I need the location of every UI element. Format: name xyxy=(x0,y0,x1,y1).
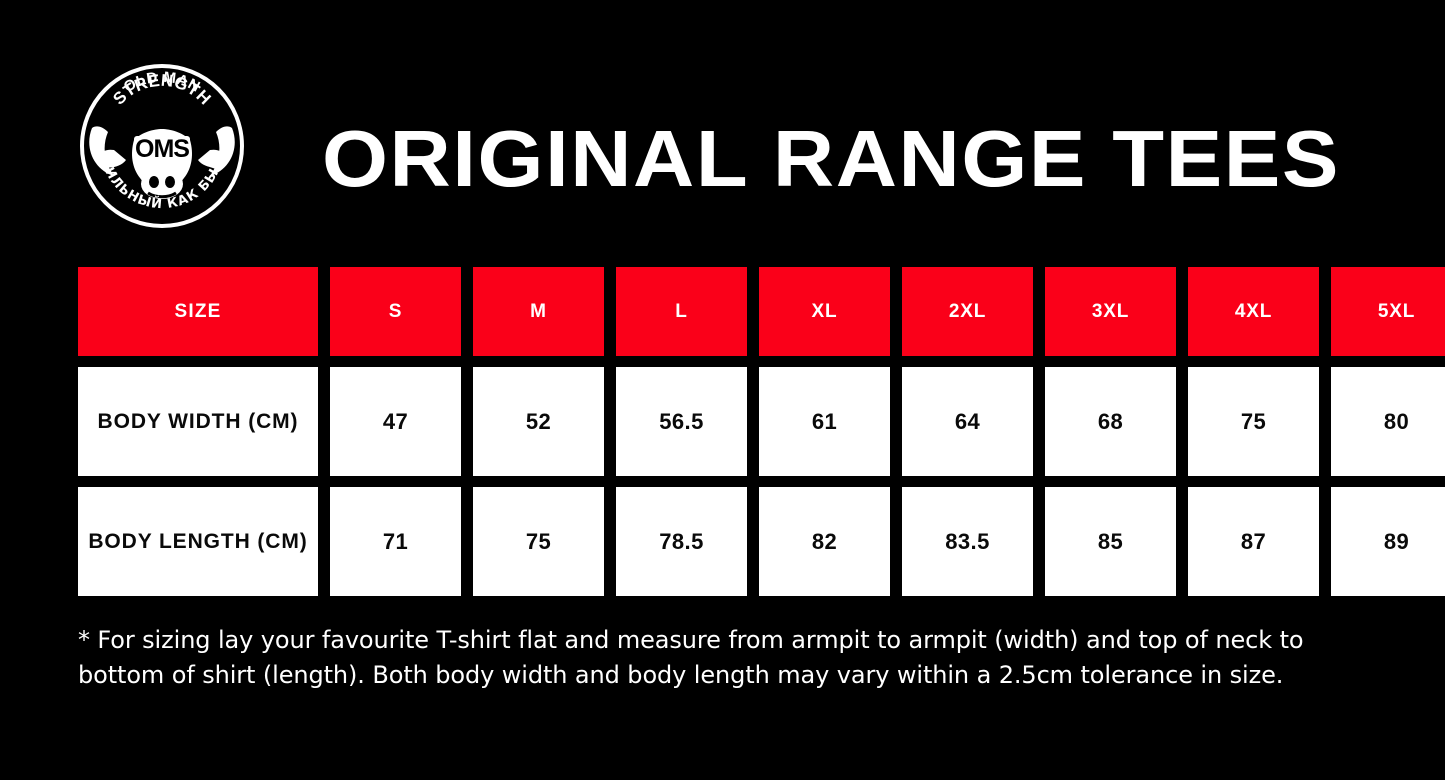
sizing-footnote: * For sizing lay your favourite T-shirt … xyxy=(78,626,1304,689)
size-chart-table: SIZE S M L XL 2XL 3XL 4XL 5XL BODY WIDTH… xyxy=(78,267,1445,596)
body-length-5xl: 89 xyxy=(1331,487,1445,596)
table-header-cell-s: S xyxy=(330,267,461,356)
table-header-row: SIZE S M L XL 2XL 3XL 4XL 5XL xyxy=(78,267,1445,356)
body-length-2xl: 83.5 xyxy=(902,487,1033,596)
table-row-body-width: BODY WIDTH (CM) 47 52 56.5 61 64 68 75 8… xyxy=(78,367,1445,476)
body-length-m: 75 xyxy=(473,487,604,596)
table-header-cell-size: SIZE xyxy=(78,267,318,356)
table-header-cell-5xl: 5XL xyxy=(1331,267,1445,356)
table-header-cell-4xl: 4XL xyxy=(1188,267,1319,356)
body-width-4xl: 75 xyxy=(1188,367,1319,476)
table-header-cell-2xl: 2XL xyxy=(902,267,1033,356)
body-length-4xl: 87 xyxy=(1188,487,1319,596)
body-width-2xl: 64 xyxy=(902,367,1033,476)
body-width-s: 47 xyxy=(330,367,461,476)
body-length-3xl: 85 xyxy=(1045,487,1176,596)
table-header-cell-m: M xyxy=(473,267,604,356)
svg-text:OMS: OMS xyxy=(135,135,189,163)
table-header-cell-3xl: 3XL xyxy=(1045,267,1176,356)
page-header: OMS OLD MAN STRENGTH – СИЛЬНЫЙ КАК БЫК –… xyxy=(0,0,1445,250)
body-width-5xl: 80 xyxy=(1331,367,1445,476)
body-length-l: 78.5 xyxy=(616,487,747,596)
row-label-body-width: BODY WIDTH (CM) xyxy=(78,367,318,476)
old-man-strength-bull-logo: OMS OLD MAN STRENGTH – СИЛЬНЫЙ КАК БЫК – xyxy=(80,64,244,228)
row-label-body-length: BODY LENGTH (CM) xyxy=(78,487,318,596)
body-length-xl: 82 xyxy=(759,487,890,596)
body-width-xl: 61 xyxy=(759,367,890,476)
body-width-3xl: 68 xyxy=(1045,367,1176,476)
table-row-body-length: BODY LENGTH (CM) 71 75 78.5 82 83.5 85 8… xyxy=(78,487,1445,596)
page-title: ORIGINAL RANGE TEES xyxy=(322,114,1341,203)
body-length-s: 71 xyxy=(330,487,461,596)
body-width-l: 56.5 xyxy=(616,367,747,476)
brand-logo: OMS OLD MAN STRENGTH – СИЛЬНЫЙ КАК БЫК – xyxy=(78,62,246,230)
table-header-cell-xl: XL xyxy=(759,267,890,356)
table-header-cell-l: L xyxy=(616,267,747,356)
body-width-m: 52 xyxy=(473,367,604,476)
